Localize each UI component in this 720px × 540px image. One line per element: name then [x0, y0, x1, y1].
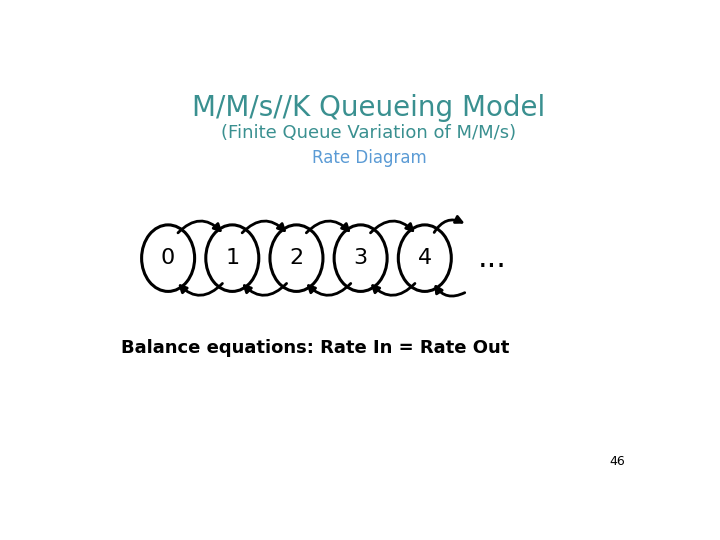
Text: Balance equations: Rate In = Rate Out: Balance equations: Rate In = Rate Out — [121, 339, 509, 356]
Ellipse shape — [334, 225, 387, 292]
Text: M/M/s//K Queueing Model: M/M/s//K Queueing Model — [192, 94, 546, 123]
Text: 3: 3 — [354, 248, 368, 268]
Text: 2: 2 — [289, 248, 304, 268]
Text: 0: 0 — [161, 248, 175, 268]
Text: 4: 4 — [418, 248, 432, 268]
Text: Rate Diagram: Rate Diagram — [312, 150, 426, 167]
Text: 1: 1 — [225, 248, 239, 268]
Ellipse shape — [206, 225, 258, 292]
Text: (Finite Queue Variation of M/M/s): (Finite Queue Variation of M/M/s) — [222, 124, 516, 143]
Ellipse shape — [142, 225, 194, 292]
Text: 46: 46 — [609, 455, 625, 468]
Ellipse shape — [270, 225, 323, 292]
Ellipse shape — [398, 225, 451, 292]
Text: ...: ... — [477, 244, 506, 273]
